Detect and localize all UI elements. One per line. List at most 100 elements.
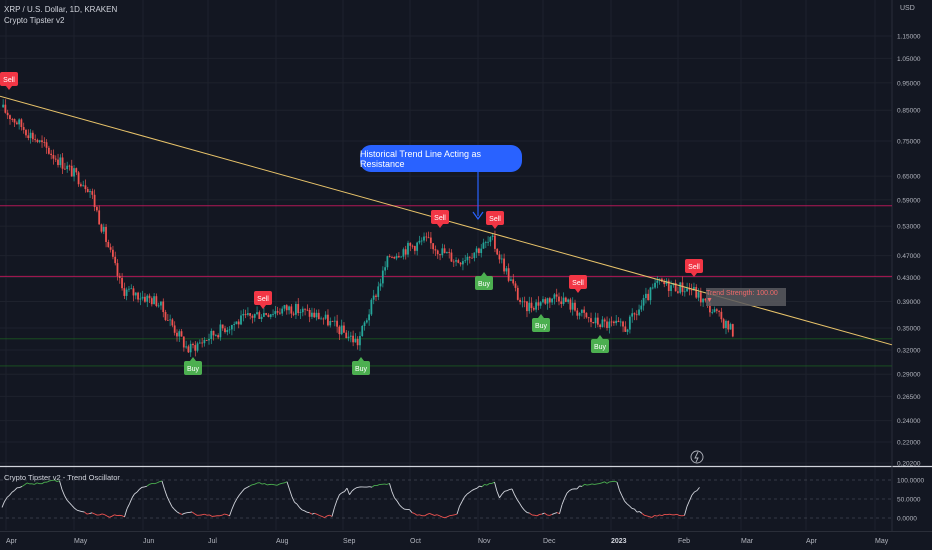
time-tick-4: Aug — [276, 538, 289, 545]
candle-body — [212, 330, 215, 336]
osc-segment — [226, 514, 230, 517]
candle-body — [583, 309, 586, 313]
time-axis[interactable]: Apr May Jun Jul Aug Sep Oct Nov Dec 2023 Feb Mar Apr… — [6, 450, 889, 545]
candle-body — [603, 319, 606, 322]
osc-segment — [501, 491, 505, 495]
osc-segment — [376, 484, 380, 487]
osc-segment — [336, 494, 340, 501]
candle-body — [402, 249, 405, 257]
time-tick-9: 2023 — [611, 538, 627, 545]
price-tick-1: 1.05000 — [897, 56, 921, 63]
candle-body — [356, 338, 359, 346]
candle-body — [338, 326, 341, 335]
candle-body — [45, 142, 48, 148]
candle-body — [244, 313, 247, 315]
candle-body — [686, 288, 688, 292]
osc-segment — [564, 492, 568, 499]
candle-body — [361, 326, 364, 337]
signal-pointer — [492, 225, 498, 229]
signal-box — [254, 291, 272, 305]
candle-body — [27, 135, 30, 138]
callout-bubble[interactable]: Historical Trend Line Acting as Resistan… — [360, 145, 522, 172]
signal-label: Buy — [478, 281, 491, 288]
candle-body — [219, 324, 222, 338]
candle-body — [125, 289, 128, 296]
oscillator-title[interactable]: Crypto Tipster v2 - Trend Oscillator — [4, 473, 120, 482]
candle-body — [473, 252, 476, 259]
osc-segment — [239, 491, 243, 496]
osc-segment — [339, 492, 343, 495]
signal-sell-5: Sell — [486, 211, 504, 229]
osc-segment — [254, 482, 258, 485]
candle-body — [638, 309, 640, 315]
osc-segment — [179, 512, 183, 515]
price-axis[interactable]: 1.15000 1.05000 0.95000 0.85000 0.75000 0.650… — [897, 34, 921, 468]
osc-tick-0: 100.0000 — [897, 478, 924, 485]
candle-body — [155, 296, 158, 306]
osc-segment — [484, 484, 488, 486]
candle-body — [510, 279, 512, 281]
candle-body — [484, 242, 487, 243]
candle-body — [59, 157, 62, 166]
candle-body — [455, 260, 457, 262]
candle-body — [427, 237, 430, 239]
candle-body — [272, 314, 274, 315]
osc-segment — [654, 515, 658, 517]
candle-body — [654, 282, 656, 288]
trend-strength-text: Trend Strength: 100.00 ▼ — [706, 290, 778, 304]
osc-segment — [139, 486, 143, 490]
price-tick-0: 1.15000 — [897, 34, 921, 41]
candle-body — [480, 248, 483, 254]
candle-body — [681, 282, 684, 292]
candle-body — [567, 299, 569, 302]
signal-buy-6: Buy — [475, 272, 493, 290]
candle-body — [22, 127, 25, 130]
candle-body — [612, 321, 615, 324]
currency-label: USD — [900, 5, 915, 12]
osc-segment — [191, 511, 195, 515]
candle-body — [615, 320, 618, 324]
osc-segment — [244, 487, 248, 490]
candle-body — [185, 346, 187, 348]
price-tick-15: 0.24000 — [897, 418, 921, 425]
candle-body — [100, 224, 103, 232]
candle-body — [61, 157, 64, 169]
osc-segment — [109, 515, 113, 518]
candle-body — [173, 325, 176, 333]
osc-segment — [301, 509, 305, 512]
candle-body — [729, 324, 732, 330]
candle-body — [128, 288, 130, 290]
osc-segment — [666, 513, 670, 516]
osc-segment — [131, 493, 135, 499]
signal-sell-10: Sell — [685, 259, 703, 277]
price-tick-10: 0.39000 — [897, 299, 921, 306]
candle-body — [580, 309, 583, 313]
candle-body — [299, 312, 302, 314]
osc-segment — [9, 491, 13, 496]
osc-segment — [444, 516, 448, 519]
indicator-title[interactable]: Crypto Tipster v2 — [4, 16, 65, 25]
candle-body — [139, 298, 142, 300]
candle-body — [393, 256, 396, 259]
candle-body — [606, 321, 608, 328]
candle-body — [70, 165, 73, 177]
osc-segment — [696, 487, 700, 491]
price-tick-17: 0.20200 — [897, 461, 921, 468]
candle-body — [649, 287, 652, 301]
candle-body — [118, 275, 121, 278]
candle-body — [633, 313, 636, 315]
candle-body — [475, 248, 478, 253]
osc-segment — [194, 513, 198, 516]
time-tick-12: Apr — [806, 538, 818, 545]
candle-body — [192, 343, 194, 346]
signal-label: Buy — [187, 366, 200, 373]
osc-segment — [154, 482, 158, 485]
osc-segment — [159, 480, 163, 483]
osc-segment — [584, 483, 588, 486]
candle-body — [347, 336, 350, 339]
candle-body — [66, 165, 69, 170]
symbol-title[interactable]: XRP / U.S. Dollar, 1D, KRAKEN — [4, 5, 118, 14]
candle-body — [590, 318, 592, 322]
candle-body — [141, 296, 144, 299]
